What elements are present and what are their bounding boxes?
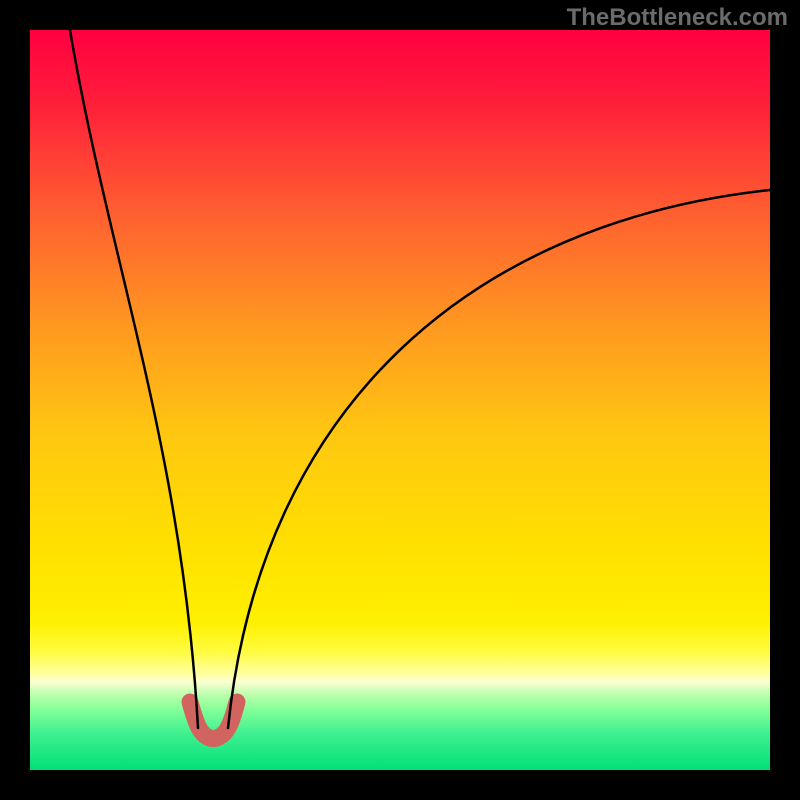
bottleneck-chart	[0, 0, 800, 800]
watermark-text: TheBottleneck.com	[567, 4, 788, 32]
chart-container: { "watermark": "TheBottleneck.com", "cha…	[0, 0, 800, 800]
gradient-background	[30, 30, 770, 770]
